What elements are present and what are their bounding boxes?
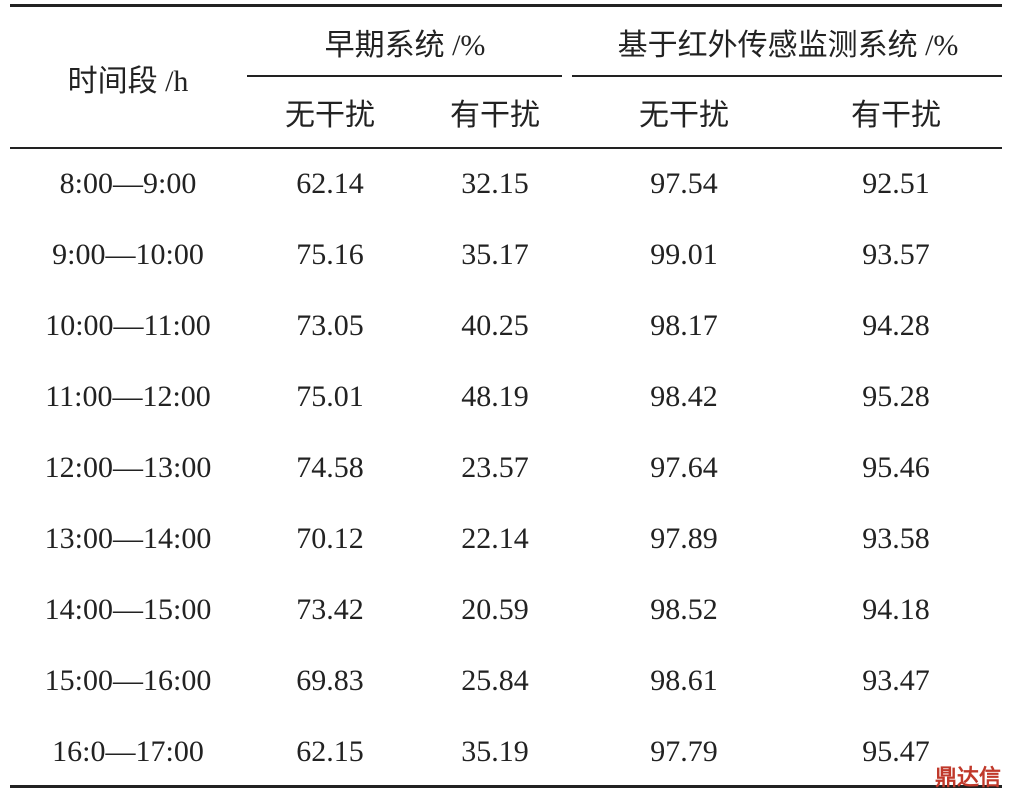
value-cell: 98.61 xyxy=(650,664,718,697)
time-cell: 16:0—17:00 xyxy=(52,735,204,768)
value-cell: 95.46 xyxy=(862,451,930,484)
value-cell: 75.01 xyxy=(296,380,364,413)
time-header: 时间段 /h xyxy=(67,65,189,98)
group-header: 基于红外传感监测系统 /% xyxy=(617,29,959,62)
watermark: 鼎达信 xyxy=(934,766,1001,791)
time-cell: 12:00—13:00 xyxy=(44,451,212,484)
value-cell: 22.14 xyxy=(461,522,529,555)
time-cell: 15:00—16:00 xyxy=(44,664,212,697)
value-cell: 98.17 xyxy=(650,309,718,342)
time-cell: 8:00—9:00 xyxy=(59,167,197,200)
value-cell: 48.19 xyxy=(461,380,529,413)
value-cell: 94.28 xyxy=(862,309,930,342)
time-cell: 11:00—12:00 xyxy=(45,380,211,413)
sub-header: 有干扰 xyxy=(851,99,941,132)
group-header: 早期系统 /% xyxy=(324,29,486,62)
value-cell: 93.47 xyxy=(862,664,930,697)
value-cell: 92.51 xyxy=(862,167,930,200)
value-cell: 73.05 xyxy=(296,309,364,342)
time-cell: 14:00—15:00 xyxy=(44,593,212,626)
value-cell: 35.19 xyxy=(461,735,529,768)
value-cell: 23.57 xyxy=(461,451,529,484)
time-cell: 10:00—11:00 xyxy=(45,309,211,342)
group-rule xyxy=(572,75,1002,77)
value-cell: 93.58 xyxy=(862,522,930,555)
time-cell: 9:00—10:00 xyxy=(52,238,204,271)
value-cell: 69.83 xyxy=(296,664,364,697)
sub-header: 无干扰 xyxy=(639,99,729,132)
value-cell: 74.58 xyxy=(296,451,364,484)
value-cell: 93.57 xyxy=(862,238,930,271)
top-rule xyxy=(10,4,1002,7)
value-cell: 35.17 xyxy=(461,238,529,271)
value-cell: 97.64 xyxy=(650,451,718,484)
value-cell: 95.47 xyxy=(862,735,930,768)
value-cell: 40.25 xyxy=(461,309,529,342)
value-cell: 20.59 xyxy=(461,593,529,626)
value-cell: 32.15 xyxy=(461,167,529,200)
time-cell: 13:00—14:00 xyxy=(44,522,212,555)
header-rule xyxy=(10,147,1002,149)
value-cell: 62.14 xyxy=(296,167,364,200)
value-cell: 75.16 xyxy=(296,238,364,271)
sub-header: 无干扰 xyxy=(285,99,375,132)
bottom-rule xyxy=(10,785,1002,788)
value-cell: 73.42 xyxy=(296,593,364,626)
value-cell: 97.89 xyxy=(650,522,718,555)
value-cell: 95.28 xyxy=(862,380,930,413)
group-rule xyxy=(247,75,562,77)
value-cell: 99.01 xyxy=(650,238,718,271)
value-cell: 25.84 xyxy=(461,664,529,697)
value-cell: 70.12 xyxy=(296,522,364,555)
sub-header: 有干扰 xyxy=(450,99,540,132)
value-cell: 98.42 xyxy=(650,380,718,413)
value-cell: 97.79 xyxy=(650,735,718,768)
value-cell: 62.15 xyxy=(296,735,364,768)
value-cell: 94.18 xyxy=(862,593,930,626)
value-cell: 97.54 xyxy=(650,167,718,200)
value-cell: 98.52 xyxy=(650,593,718,626)
